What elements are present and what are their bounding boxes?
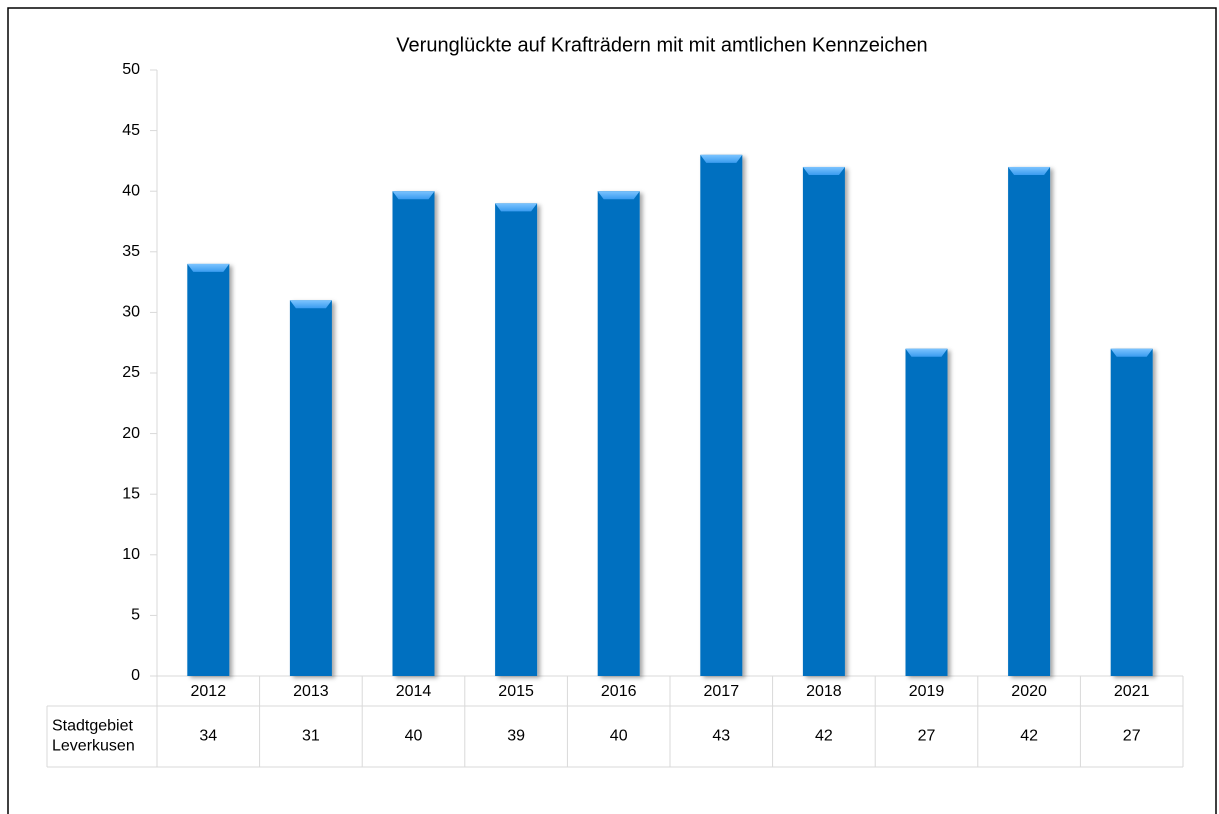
bar-cap [597, 191, 640, 200]
y-tick-label: 20 [122, 425, 140, 442]
y-tick-label: 30 [122, 304, 140, 321]
x-tick-label: 2020 [1011, 683, 1047, 700]
bar-cap [905, 348, 948, 357]
bar-cap [495, 203, 538, 212]
bar [597, 191, 640, 676]
table-value: 42 [815, 728, 833, 745]
table-value: 40 [610, 728, 628, 745]
y-tick-label: 40 [122, 182, 140, 199]
chart-title: Verunglückte auf Krafträdern mit mit amt… [396, 34, 927, 56]
table-value: 42 [1020, 728, 1038, 745]
bar-cap [1008, 166, 1051, 175]
bar-cap [700, 154, 743, 163]
x-tick-label: 2015 [498, 683, 534, 700]
y-tick-label: 10 [122, 546, 140, 563]
bar [495, 203, 538, 676]
legend-label: Stadtgebiet Leverkusen [52, 718, 135, 755]
y-tick-label: 0 [131, 667, 140, 684]
bar [802, 166, 845, 676]
frame [7, 7, 1217, 814]
x-tick-label: 2018 [806, 683, 842, 700]
y-tick-label: 15 [122, 485, 140, 502]
x-tick-label: 2013 [293, 683, 329, 700]
x-tick-label: 2012 [191, 683, 227, 700]
bar [289, 300, 332, 676]
y-tick-label: 25 [122, 364, 140, 381]
bar [905, 348, 948, 676]
bar [187, 263, 230, 676]
table-value: 27 [918, 728, 936, 745]
table-value: 31 [302, 728, 320, 745]
table-value: 34 [199, 728, 217, 745]
bar [1110, 348, 1153, 676]
bar [392, 191, 435, 676]
x-tick-label: 2017 [704, 683, 740, 700]
y-tick-label: 35 [122, 243, 140, 260]
x-tick-label: 2016 [601, 683, 637, 700]
table-value: 27 [1123, 728, 1141, 745]
bar-cap [1110, 348, 1153, 357]
table-value: 40 [405, 728, 423, 745]
y-tick-label: 45 [122, 122, 140, 139]
bar [700, 154, 743, 677]
y-tick-label: 50 [122, 61, 140, 78]
x-tick-label: 2021 [1114, 683, 1150, 700]
bar-cap [187, 263, 230, 272]
bar [1008, 166, 1051, 676]
bar-cap [802, 166, 845, 175]
table-value: 43 [712, 728, 730, 745]
table-value: 39 [507, 728, 525, 745]
x-tick-label: 2014 [396, 683, 432, 700]
x-tick-label: 2019 [909, 683, 945, 700]
bar-cap [392, 191, 435, 200]
y-tick-label: 5 [131, 607, 140, 624]
bar-cap [289, 300, 332, 309]
